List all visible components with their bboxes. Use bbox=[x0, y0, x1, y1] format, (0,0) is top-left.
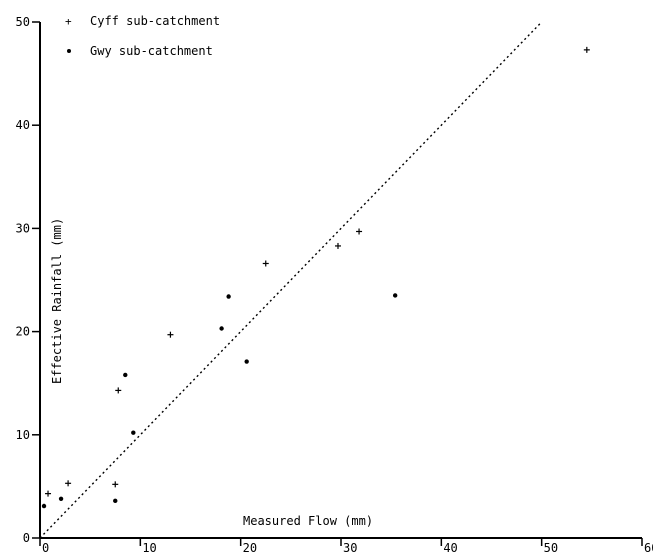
legend-marker-plus: + bbox=[65, 15, 72, 28]
point-gwy bbox=[244, 359, 249, 364]
point-cyff bbox=[262, 260, 269, 267]
tick-labels: 0 10 20 30 40 50 60 0 10 20 30 40 50 bbox=[16, 15, 653, 555]
legend: + Cyff sub-catchment Gwy sub-catchment bbox=[65, 14, 220, 58]
y-tick-label: 30 bbox=[16, 221, 30, 235]
axes bbox=[39, 22, 642, 539]
point-gwy bbox=[392, 293, 398, 298]
x-axis-label: Measured Flow (mm) bbox=[243, 514, 373, 528]
y-axis-label: Effective Rainfall (mm) bbox=[50, 218, 64, 384]
legend-item-cyff: + Cyff sub-catchment bbox=[65, 14, 220, 28]
x-tick-label: 30 bbox=[343, 541, 357, 555]
point-cyff bbox=[115, 387, 122, 394]
point-cyff bbox=[112, 481, 119, 488]
legend-label-cyff: Cyff sub-catchment bbox=[90, 14, 220, 28]
point-cyff bbox=[356, 228, 363, 235]
x-tick-label: 50 bbox=[544, 541, 558, 555]
x-tick-label: 10 bbox=[142, 541, 156, 555]
x-tick-label: 20 bbox=[243, 541, 257, 555]
y-tick-label: 0 bbox=[23, 531, 30, 545]
point-gwy bbox=[219, 326, 224, 331]
point-cyff bbox=[65, 480, 72, 487]
x-tick-label: 40 bbox=[443, 541, 457, 555]
reference-line bbox=[39, 21, 543, 539]
data-points bbox=[41, 46, 590, 509]
point-cyff bbox=[167, 331, 174, 338]
point-gwy bbox=[131, 430, 136, 435]
ticks bbox=[32, 21, 643, 546]
legend-label-gwy: Gwy sub-catchment bbox=[90, 44, 213, 58]
point-gwy bbox=[113, 498, 118, 504]
point-cyff bbox=[45, 490, 52, 497]
y-tick-label: 50 bbox=[16, 15, 30, 29]
point-gwy bbox=[226, 294, 231, 299]
point-cyff bbox=[334, 242, 341, 249]
y-tick-label: 10 bbox=[16, 428, 30, 442]
legend-marker-dot bbox=[67, 49, 71, 53]
legend-item-gwy: Gwy sub-catchment bbox=[67, 44, 213, 58]
point-cyff bbox=[583, 46, 590, 53]
x-tick-label: 60 bbox=[644, 541, 653, 555]
point-gwy bbox=[41, 503, 47, 509]
y-tick-label: 40 bbox=[16, 118, 30, 132]
point-gwy bbox=[123, 372, 128, 378]
y-tick-label: 20 bbox=[16, 325, 30, 339]
point-gwy bbox=[58, 496, 64, 501]
x-tick-label: 0 bbox=[42, 541, 49, 555]
